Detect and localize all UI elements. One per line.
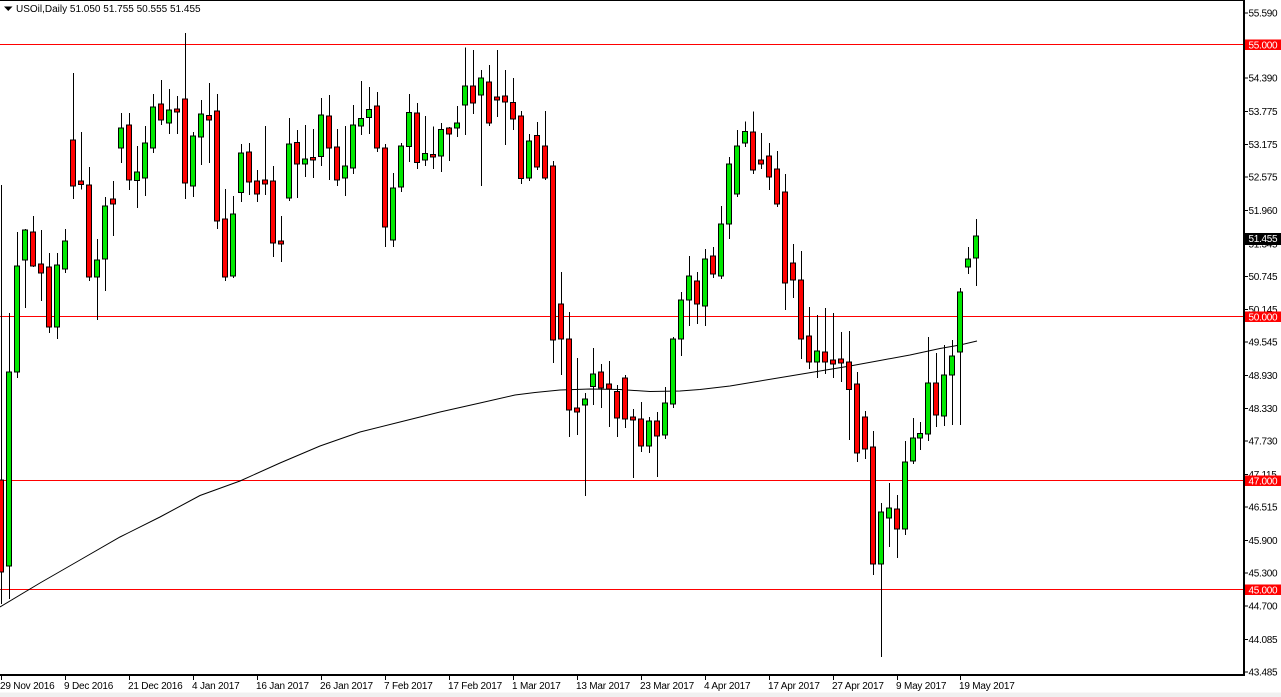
svg-text:17 Apr 2017: 17 Apr 2017 <box>768 681 820 692</box>
svg-text:53.175: 53.175 <box>1249 140 1279 151</box>
svg-text:4 Jan 2017: 4 Jan 2017 <box>192 681 240 692</box>
svg-text:16 Jan 2017: 16 Jan 2017 <box>256 681 309 692</box>
svg-text:47.000: 47.000 <box>1249 477 1279 488</box>
svg-text:29 Nov 2016: 29 Nov 2016 <box>0 681 55 692</box>
svg-text:45.900: 45.900 <box>1249 536 1279 547</box>
svg-text:44.085: 44.085 <box>1249 635 1279 646</box>
svg-text:USOil,Daily 51.050 51.755 50.: USOil,Daily 51.050 51.755 50.555 51.455 <box>16 4 201 15</box>
svg-text:13 Mar 2017: 13 Mar 2017 <box>576 681 631 692</box>
svg-text:48.330: 48.330 <box>1249 404 1279 415</box>
svg-text:51.455: 51.455 <box>1249 234 1279 245</box>
svg-text:48.930: 48.930 <box>1249 371 1279 382</box>
svg-text:46.515: 46.515 <box>1249 503 1279 514</box>
svg-text:45.300: 45.300 <box>1249 569 1279 580</box>
svg-text:47.730: 47.730 <box>1249 436 1279 447</box>
svg-text:26 Jan 2017: 26 Jan 2017 <box>320 681 373 692</box>
svg-text:55.590: 55.590 <box>1249 8 1279 19</box>
svg-text:50.745: 50.745 <box>1249 272 1279 283</box>
svg-text:50.145: 50.145 <box>1249 305 1279 316</box>
svg-text:52.575: 52.575 <box>1249 173 1279 184</box>
svg-text:27 Apr 2017: 27 Apr 2017 <box>832 681 884 692</box>
svg-text:4 Apr 2017: 4 Apr 2017 <box>704 681 751 692</box>
svg-text:45.000: 45.000 <box>1249 586 1279 597</box>
svg-text:23 Mar 2017: 23 Mar 2017 <box>640 681 695 692</box>
svg-text:44.700: 44.700 <box>1249 601 1279 612</box>
svg-text:51.960: 51.960 <box>1249 206 1279 217</box>
svg-text:49.545: 49.545 <box>1249 338 1279 349</box>
svg-text:47.115: 47.115 <box>1249 470 1278 481</box>
svg-text:9 May 2017: 9 May 2017 <box>896 681 947 692</box>
svg-text:21 Dec 2016: 21 Dec 2016 <box>128 681 183 692</box>
svg-text:7 Feb 2017: 7 Feb 2017 <box>384 681 433 692</box>
svg-text:54.390: 54.390 <box>1249 74 1279 85</box>
svg-text:55.000: 55.000 <box>1249 41 1279 52</box>
svg-text:50.000: 50.000 <box>1249 313 1279 324</box>
svg-text:1 Mar 2017: 1 Mar 2017 <box>512 681 561 692</box>
svg-text:43.485: 43.485 <box>1249 668 1279 679</box>
svg-text:19 May 2017: 19 May 2017 <box>959 681 1015 692</box>
svg-text:17 Feb 2017: 17 Feb 2017 <box>448 681 503 692</box>
svg-text:9 Dec 2016: 9 Dec 2016 <box>64 681 114 692</box>
svg-text:53.775: 53.775 <box>1249 107 1279 118</box>
